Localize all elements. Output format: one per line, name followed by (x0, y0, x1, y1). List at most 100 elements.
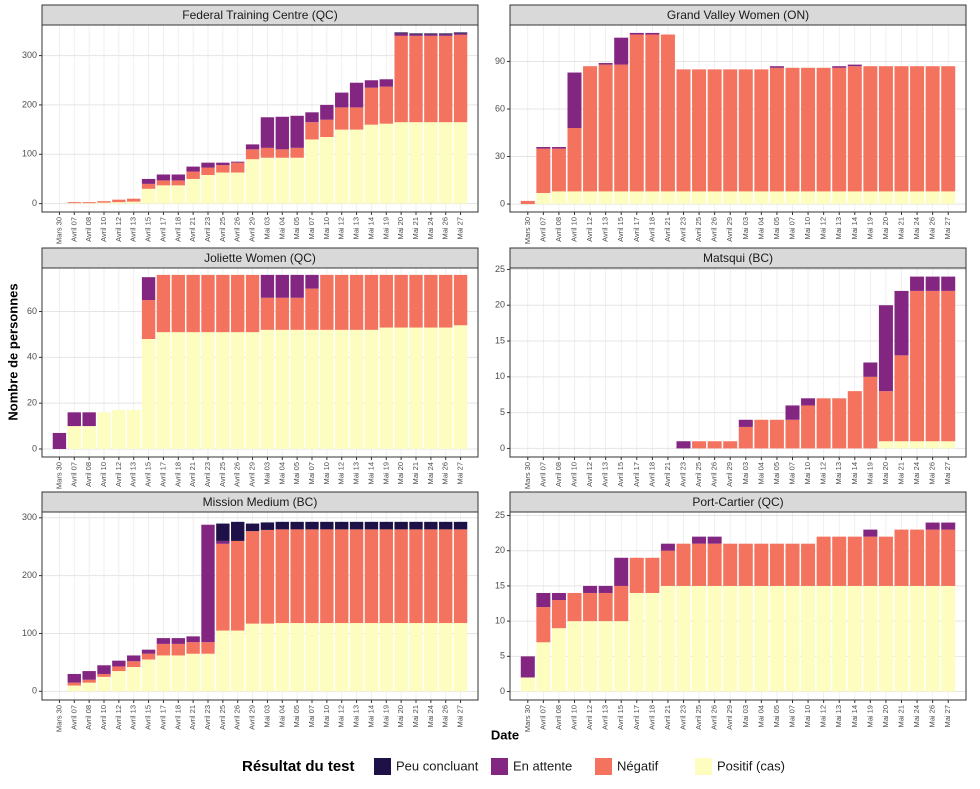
bar-segment (68, 412, 81, 426)
legend-key (695, 758, 712, 775)
bar-segment (661, 544, 675, 551)
x-tick-label: Mai 21 (896, 705, 905, 728)
x-tick-label: Mai 14 (850, 462, 859, 485)
x-tick-label: Mai 05 (772, 462, 781, 485)
bar-segment (157, 655, 170, 691)
y-tick-label: 20 (495, 300, 505, 310)
bar-segment (231, 631, 244, 692)
x-tick-label: Avril 07 (69, 462, 78, 487)
y-tick-label: 15 (495, 335, 505, 345)
bar-segment (941, 66, 955, 191)
bar-segment (409, 36, 422, 122)
bar-segment (186, 332, 199, 449)
bar-segment (276, 117, 289, 150)
bar-segment (380, 623, 393, 691)
bar-segment (785, 420, 799, 449)
bar-segment (754, 586, 768, 692)
x-tick-label: Avril 26 (233, 217, 242, 242)
x-tick-label: Mai 24 (912, 462, 921, 485)
x-tick-label: Mai 12 (819, 705, 828, 728)
bar-segment (454, 275, 467, 325)
y-tick-label: 25 (495, 510, 505, 520)
y-tick-label: 20 (27, 398, 37, 408)
bar-segment (567, 128, 581, 191)
x-tick-label: Mai 04 (277, 217, 286, 240)
bar-segment (350, 623, 363, 691)
x-tick-label: Avril 10 (569, 705, 578, 730)
x-tick-label: Mai 24 (426, 217, 435, 240)
x-tick-label: Avril 29 (725, 462, 734, 487)
bar-segment (290, 298, 303, 330)
x-tick-label: Mai 04 (756, 462, 765, 485)
bar-segment (276, 298, 289, 330)
x-tick-label: Avril 07 (69, 217, 78, 242)
bar-segment (172, 332, 185, 449)
x-tick-label: Avril 13 (129, 462, 138, 487)
x-tick-label: Avril 21 (663, 705, 672, 730)
bar-segment (350, 330, 363, 449)
bar-segment (276, 275, 289, 298)
y-tick-label: 15 (495, 580, 505, 590)
bar-segment (186, 167, 199, 172)
bar-segment (536, 593, 550, 607)
bar-segment (879, 586, 893, 692)
bar-segment (68, 202, 81, 203)
bar-segment (394, 32, 407, 33)
bar-segment (614, 586, 628, 621)
bar-segment (630, 593, 644, 692)
bar-segment (231, 541, 244, 631)
bar-segment (863, 66, 877, 191)
bar-segment (157, 332, 170, 449)
x-tick-label: Mai 13 (834, 217, 843, 240)
x-tick-label: Mars 30 (523, 705, 532, 732)
bar-segment (536, 193, 550, 204)
bar-segment (614, 558, 628, 586)
x-tick-label: Avril 21 (663, 217, 672, 242)
bar-segment (599, 63, 613, 65)
x-tick-label: Avril 18 (647, 462, 656, 487)
bar-segment (246, 531, 259, 624)
bar-segment (941, 291, 955, 441)
x-tick-label: Mai 24 (426, 462, 435, 485)
y-tick-label: 25 (495, 264, 505, 274)
x-tick-label: Avril 10 (569, 217, 578, 242)
y-tick-label: 0 (32, 686, 37, 696)
bar-segment (365, 125, 378, 204)
x-tick-label: Avril 13 (129, 705, 138, 730)
bar-segment (335, 275, 348, 330)
bar-segment (439, 522, 452, 530)
bar-segment (276, 522, 289, 530)
bar-segment (82, 412, 95, 426)
bar-segment (552, 600, 566, 628)
bar-segment (567, 621, 581, 691)
x-tick-label: Avril 15 (616, 462, 625, 487)
bar-segment (739, 69, 753, 191)
x-tick-label: Mai 12 (819, 462, 828, 485)
bar-segment (276, 623, 289, 691)
bar-segment (127, 655, 140, 661)
bar-segment (583, 191, 597, 204)
bar-segment (848, 391, 862, 448)
legend-key (491, 758, 508, 775)
bar-segment (216, 332, 229, 449)
y-tick-label: 5 (500, 651, 505, 661)
x-tick-label: Avril 17 (632, 217, 641, 242)
bar-segment (454, 325, 467, 449)
bar-segment (216, 163, 229, 165)
bar-segment (926, 530, 940, 586)
bar-segment (599, 65, 613, 192)
x-tick-label: Mai 19 (381, 462, 390, 485)
x-tick-label: Avril 23 (203, 705, 212, 730)
bar-segment (335, 529, 348, 623)
bar-segment (894, 441, 908, 448)
y-tick-label: 20 (495, 545, 505, 555)
bar-segment (276, 330, 289, 449)
bar-segment (770, 544, 784, 586)
bar-segment (645, 35, 659, 192)
bar-segment (290, 158, 303, 204)
bar-segment (365, 522, 378, 530)
bar-segment (801, 68, 815, 192)
bar-segment (112, 202, 125, 203)
bar-segment (186, 654, 199, 692)
